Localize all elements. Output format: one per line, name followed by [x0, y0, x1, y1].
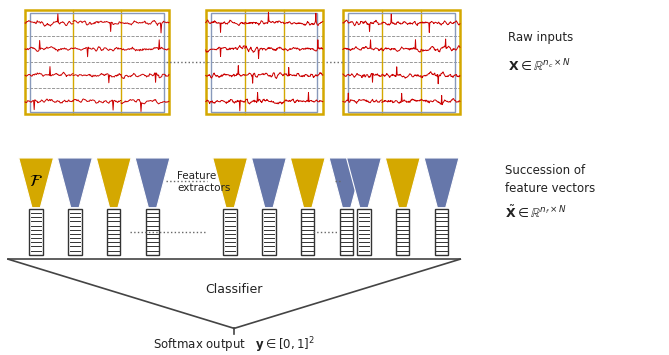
Text: $\mathcal{F}$: $\mathcal{F}$ — [29, 172, 43, 190]
Polygon shape — [385, 158, 420, 208]
Bar — [343, 10, 460, 114]
Bar — [396, 209, 409, 255]
Polygon shape — [213, 158, 248, 208]
Bar — [435, 209, 448, 255]
Bar — [68, 209, 82, 255]
Polygon shape — [96, 158, 131, 208]
Bar — [262, 209, 276, 255]
Polygon shape — [290, 158, 325, 208]
Polygon shape — [135, 158, 170, 208]
Bar — [29, 209, 43, 255]
Polygon shape — [252, 158, 286, 208]
Bar — [30, 12, 163, 111]
Polygon shape — [19, 158, 54, 208]
Bar — [348, 12, 455, 111]
Bar — [146, 209, 159, 255]
Text: $\tilde{\mathbf{X}} \in \mathbb{R}^{n_f \times N}$: $\tilde{\mathbf{X}} \in \mathbb{R}^{n_f … — [505, 205, 567, 221]
Text: $\mathbf{X} \in \mathbb{R}^{n_c \times N}$: $\mathbf{X} \in \mathbb{R}^{n_c \times N… — [508, 58, 571, 74]
Text: feature vectors: feature vectors — [505, 182, 595, 195]
Bar — [206, 10, 323, 114]
Bar — [211, 12, 317, 111]
Bar — [223, 209, 237, 255]
Text: Succession of: Succession of — [505, 164, 585, 177]
Polygon shape — [58, 158, 92, 208]
Text: Classifier: Classifier — [205, 283, 263, 296]
Bar — [357, 209, 371, 255]
Bar — [25, 10, 169, 114]
Text: Raw inputs: Raw inputs — [508, 31, 574, 44]
Text: Feature
extractors: Feature extractors — [177, 171, 231, 192]
Bar — [301, 209, 314, 255]
Bar — [107, 209, 120, 255]
Text: Softmax output   $\mathbf{y} \in [0,1]^2$: Softmax output $\mathbf{y} \in [0,1]^2$ — [153, 335, 315, 355]
Polygon shape — [347, 158, 381, 208]
Polygon shape — [424, 158, 459, 208]
Polygon shape — [329, 158, 364, 208]
Bar — [25, 10, 169, 114]
Bar — [206, 10, 323, 114]
Bar — [343, 10, 460, 114]
Bar — [340, 209, 353, 255]
